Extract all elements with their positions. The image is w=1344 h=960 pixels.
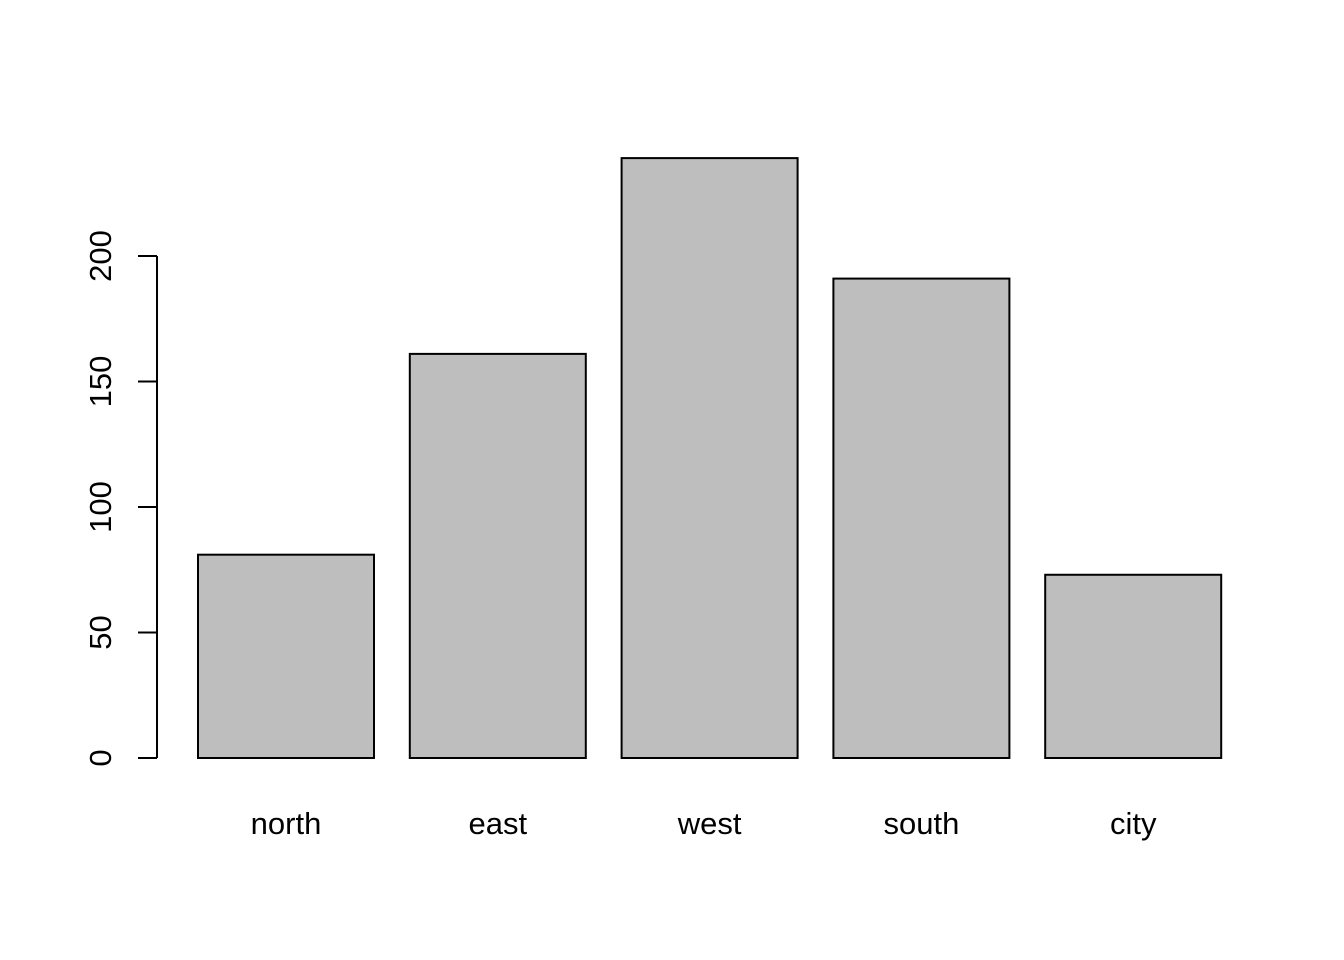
x-tick-label-east: east (468, 806, 527, 841)
y-tick-label-50: 50 (83, 615, 118, 649)
y-tick-label-100: 100 (83, 481, 118, 533)
bar-north (197, 553, 375, 759)
x-tick-label-city: city (1110, 806, 1157, 841)
y-tick-label-150: 150 (83, 356, 118, 408)
x-tick-label-south: south (883, 806, 959, 841)
y-axis: 0 50 100 150 200 (83, 230, 158, 767)
bar-city (1044, 573, 1223, 760)
x-tick-label-west: west (677, 806, 742, 841)
bar-west (620, 157, 799, 760)
x-axis-labels: north east west south city (251, 806, 1157, 841)
x-tick-label-north: north (251, 806, 322, 841)
y-tick-label-200: 200 (83, 230, 118, 282)
bar-south (832, 277, 1011, 759)
y-tick-label-0: 0 (83, 749, 118, 766)
bar-east (408, 352, 587, 759)
bars-group (197, 157, 1223, 760)
